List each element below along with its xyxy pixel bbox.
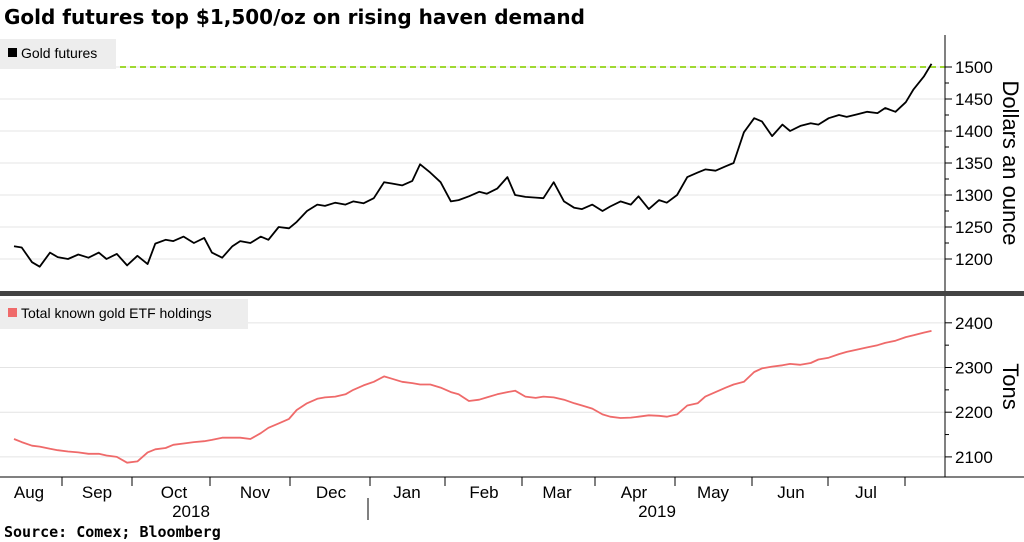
etf-legend: Total known gold ETF holdings — [0, 299, 248, 329]
source-note: Source: Comex; Bloomberg — [4, 523, 221, 541]
x-axis: Aug Sep Oct Nov Dec Jan Feb Mar Apr May Jun Jul 2018… — [0, 476, 1024, 521]
year-label: 2018 — [172, 502, 210, 521]
gold-tick-label: 1300 — [955, 186, 993, 205]
gold-tick-label: 1450 — [955, 90, 993, 109]
etf-tick-label: 2200 — [955, 403, 993, 422]
gold-futures-panel: Gold futures 1200 1250 1300 1350 1400 1450 150… — [0, 35, 1023, 291]
etf-legend-box — [0, 299, 248, 329]
gold-legend-label: Gold futures — [21, 45, 97, 61]
gold-tick-label: 1350 — [955, 154, 993, 173]
gold-legend: Gold futures — [0, 39, 116, 69]
etf-y-axis: 2100 2200 2300 2400 — [944, 296, 993, 477]
x-tick-label: May — [697, 483, 730, 502]
x-tick-label: Feb — [469, 483, 498, 502]
etf-holdings-line — [13, 330, 932, 464]
gold-legend-box — [0, 39, 116, 69]
etf-tick-label: 2400 — [955, 314, 993, 333]
x-tick-label: Dec — [316, 483, 347, 502]
gold-legend-swatch — [8, 48, 17, 57]
etf-y-axis-title: Tons — [998, 363, 1023, 409]
panel-separator — [0, 291, 1024, 296]
x-tick-label: Jul — [855, 483, 877, 502]
gold-y-axis-title: Dollars an ounce — [998, 80, 1023, 245]
etf-tick-label: 2300 — [955, 359, 993, 378]
year-label: 2019 — [638, 502, 676, 521]
x-tick-label: Nov — [240, 483, 271, 502]
x-tick-label: Sep — [82, 483, 112, 502]
gold-grid — [0, 66, 945, 260]
gold-tick-label: 1400 — [955, 122, 993, 141]
x-tick-label: Oct — [161, 483, 188, 502]
etf-holdings-panel: Total known gold ETF holdings 2100 2200 23… — [0, 296, 1023, 477]
gold-tick-label: 1200 — [955, 250, 993, 269]
etf-legend-label: Total known gold ETF holdings — [21, 305, 212, 321]
gold-tick-label: 1250 — [955, 218, 993, 237]
gold-y-axis: 1200 1250 1300 1350 1400 1450 1500 — [944, 35, 993, 291]
x-tick-label: Apr — [621, 483, 648, 502]
x-tick-label: Jan — [393, 483, 420, 502]
etf-legend-swatch — [8, 308, 17, 317]
x-tick-label: Mar — [542, 483, 572, 502]
gold-futures-line — [13, 63, 933, 268]
x-tick-label: Jun — [777, 483, 804, 502]
x-tick-label: Aug — [14, 483, 44, 502]
etf-tick-label: 2100 — [955, 448, 993, 467]
gold-tick-label: 1500 — [955, 58, 993, 77]
etf-grid — [0, 322, 945, 458]
chart-title: Gold futures top $1,500/oz on rising hav… — [4, 5, 585, 29]
